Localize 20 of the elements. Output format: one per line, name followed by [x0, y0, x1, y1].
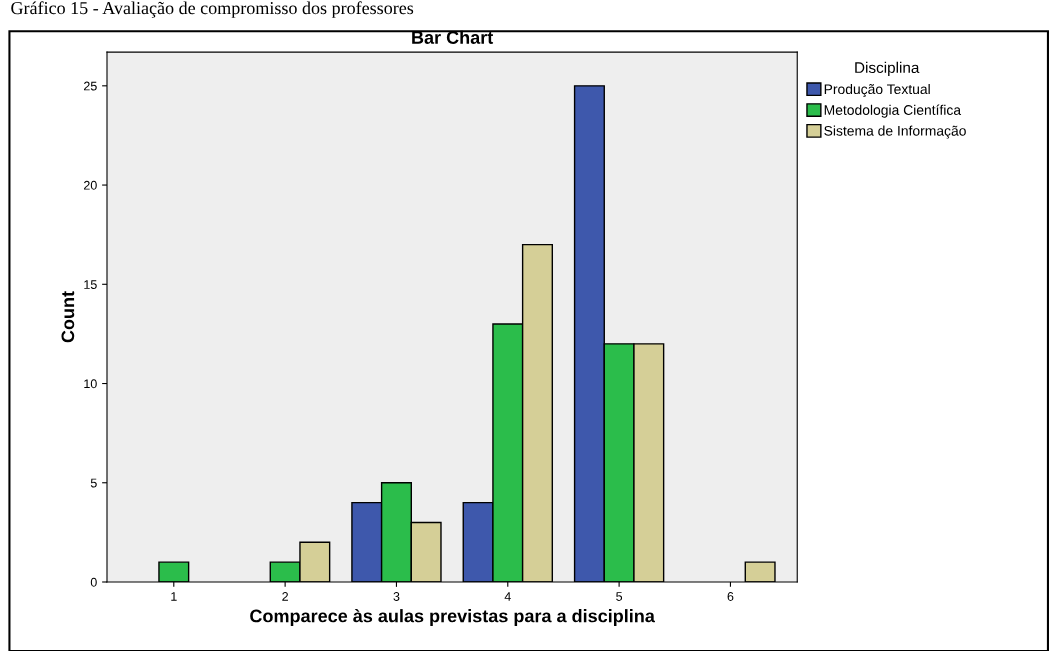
y-tick-label: 5: [90, 478, 97, 488]
legend-label: Produção Textual: [824, 83, 930, 97]
y-axis-title: Count: [61, 291, 75, 343]
legend-label: Metodologia Científica: [824, 104, 962, 118]
x-axis-title: Comparece às aulas previstas para a disciplina: [250, 608, 655, 626]
y-tick-label: 0: [90, 577, 97, 587]
x-tick-label: 2: [282, 592, 288, 601]
y-tick-label: 25: [84, 81, 97, 91]
y-tick-label: 10: [84, 379, 97, 389]
x-tick-label: 4: [504, 592, 511, 601]
x-tick-label: 3: [393, 592, 400, 601]
y-tick-label: 20: [84, 180, 97, 190]
chart-title: Bar Chart: [412, 30, 494, 44]
x-tick-label: 5: [616, 592, 623, 601]
text: Gráfico 15 - Avaliação de compromisso dos professores: [11, 1, 414, 18]
legend-label: Sistema de Informação: [824, 125, 966, 139]
legend-title: Disciplina: [855, 61, 920, 77]
x-tick-label: 1: [171, 592, 177, 601]
x-tick-label: 6: [727, 592, 734, 601]
y-tick-label: 15: [84, 280, 97, 289]
